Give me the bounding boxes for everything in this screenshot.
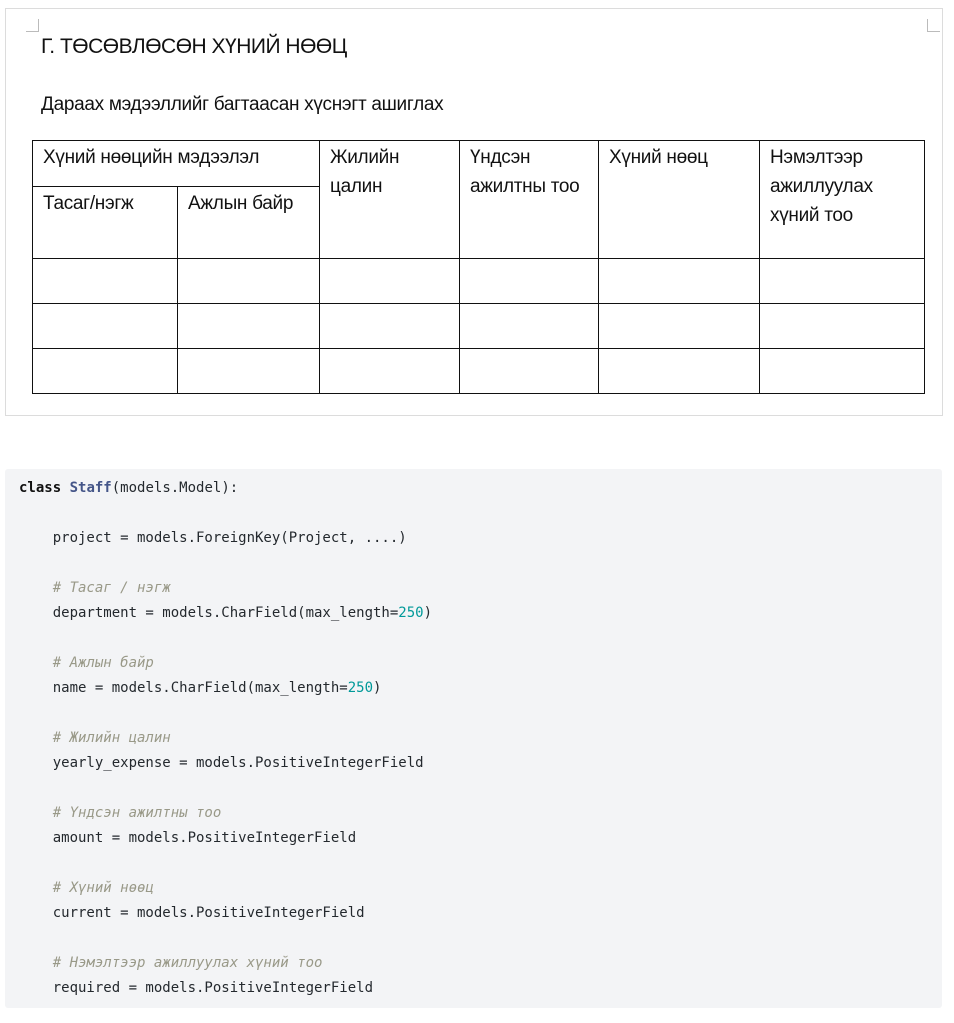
code-line: # Үндсэн ажилтны тоо (19, 801, 222, 826)
code-line: current = models.PositiveIntegerField (19, 901, 365, 926)
section-subtitle: Дараах мэдээллийг багтаасан хүснэгт ашиг… (41, 94, 444, 115)
section-title: Г. ТӨСӨВЛӨСӨН ХҮНИЙ НӨӨЦ (41, 35, 347, 58)
table-cell (459, 258, 599, 304)
code-token: amount = models.PositiveIntegerField (19, 830, 357, 846)
code-block: class Staff(models.Model): project = mod… (5, 469, 942, 1008)
code-token: department = models.CharField(max_length… (19, 605, 399, 621)
code-line: project = models.ForeignKey(Project, ...… (19, 526, 407, 551)
table-cell (598, 258, 760, 304)
code-token: # Нэмэлтээр ажиллуулах хүний тоо (19, 955, 323, 971)
table-cell (759, 348, 925, 394)
table-cell (177, 258, 320, 304)
header-cell: Хүний нөөц (598, 140, 760, 259)
code-line: class Staff(models.Model): (19, 476, 238, 501)
table-cell (177, 348, 320, 394)
code-token: ) (373, 680, 382, 696)
code-token: 250 (347, 680, 374, 696)
code-line: required = models.PositiveIntegerField (19, 976, 373, 1001)
code-line: department = models.CharField(max_length… (19, 601, 432, 626)
code-token: # Ажлын байр (19, 655, 154, 671)
table-cell (598, 348, 760, 394)
table-row (32, 258, 925, 304)
code-token: project = models.ForeignKey(Project, ...… (19, 530, 407, 546)
header-cell: Жилийн цалин (319, 140, 460, 259)
table-cell (32, 303, 178, 349)
table-cell (759, 258, 925, 304)
code-token: (models.Model): (111, 480, 239, 496)
header-cell: Тасаг/нэгж (32, 186, 178, 259)
header-cell: Нэмэлтээр ажиллуулах хүний тоо (759, 140, 925, 259)
table-cell (598, 303, 760, 349)
table-cell (319, 258, 460, 304)
code-token: name = models.CharField(max_length= (19, 680, 348, 696)
code-line: # Жилийн цалин (19, 726, 171, 751)
table-cell (177, 303, 320, 349)
table-cell (32, 258, 178, 304)
table-row (32, 348, 925, 394)
table-cell (319, 303, 460, 349)
code-token: # Хүний нөөц (19, 880, 154, 896)
table-row (32, 303, 925, 349)
table-cell (32, 348, 178, 394)
header-cell: Үндсэн ажилтны тоо (459, 140, 599, 259)
group-header: Хүний нөөцийн мэдээлэл (32, 140, 320, 187)
code-line: yearly_expense = models.PositiveIntegerF… (19, 751, 424, 776)
table-cell (459, 303, 599, 349)
corner-mark (26, 19, 39, 32)
code-line: # Ажлын байр (19, 651, 154, 676)
code-line: # Хүний нөөц (19, 876, 154, 901)
code-token: class (19, 480, 62, 496)
code-token: yearly_expense = models.PositiveIntegerF… (19, 755, 424, 771)
header-cell: Ажлын байр (177, 186, 320, 259)
table-cell (759, 303, 925, 349)
code-line: # Тасаг / нэгж (19, 576, 171, 601)
table-cell (459, 348, 599, 394)
code-token: # Үндсэн ажилтны тоо (19, 805, 222, 821)
hr-table: Хүний нөөцийн мэдээлэл Жилийн цалин Үндс… (32, 140, 925, 394)
code-line: # Нэмэлтээр ажиллуулах хүний тоо (19, 951, 323, 976)
document-image: Г. ТӨСӨВЛӨСӨН ХҮНИЙ НӨӨЦ Дараах мэдээлли… (5, 8, 943, 416)
code-token: Staff (69, 480, 112, 496)
code-token: ) (423, 605, 433, 621)
code-token: current = models.PositiveIntegerField (19, 905, 365, 921)
code-token: # Тасаг / нэгж (19, 580, 171, 596)
corner-mark (927, 19, 940, 32)
code-line: amount = models.PositiveIntegerField (19, 826, 356, 851)
code-token: 250 (398, 605, 424, 621)
code-token: required = models.PositiveIntegerField (19, 980, 374, 996)
code-token: # Жилийн цалин (19, 730, 171, 746)
code-line: name = models.CharField(max_length=250) (19, 676, 382, 701)
table-cell (319, 348, 460, 394)
